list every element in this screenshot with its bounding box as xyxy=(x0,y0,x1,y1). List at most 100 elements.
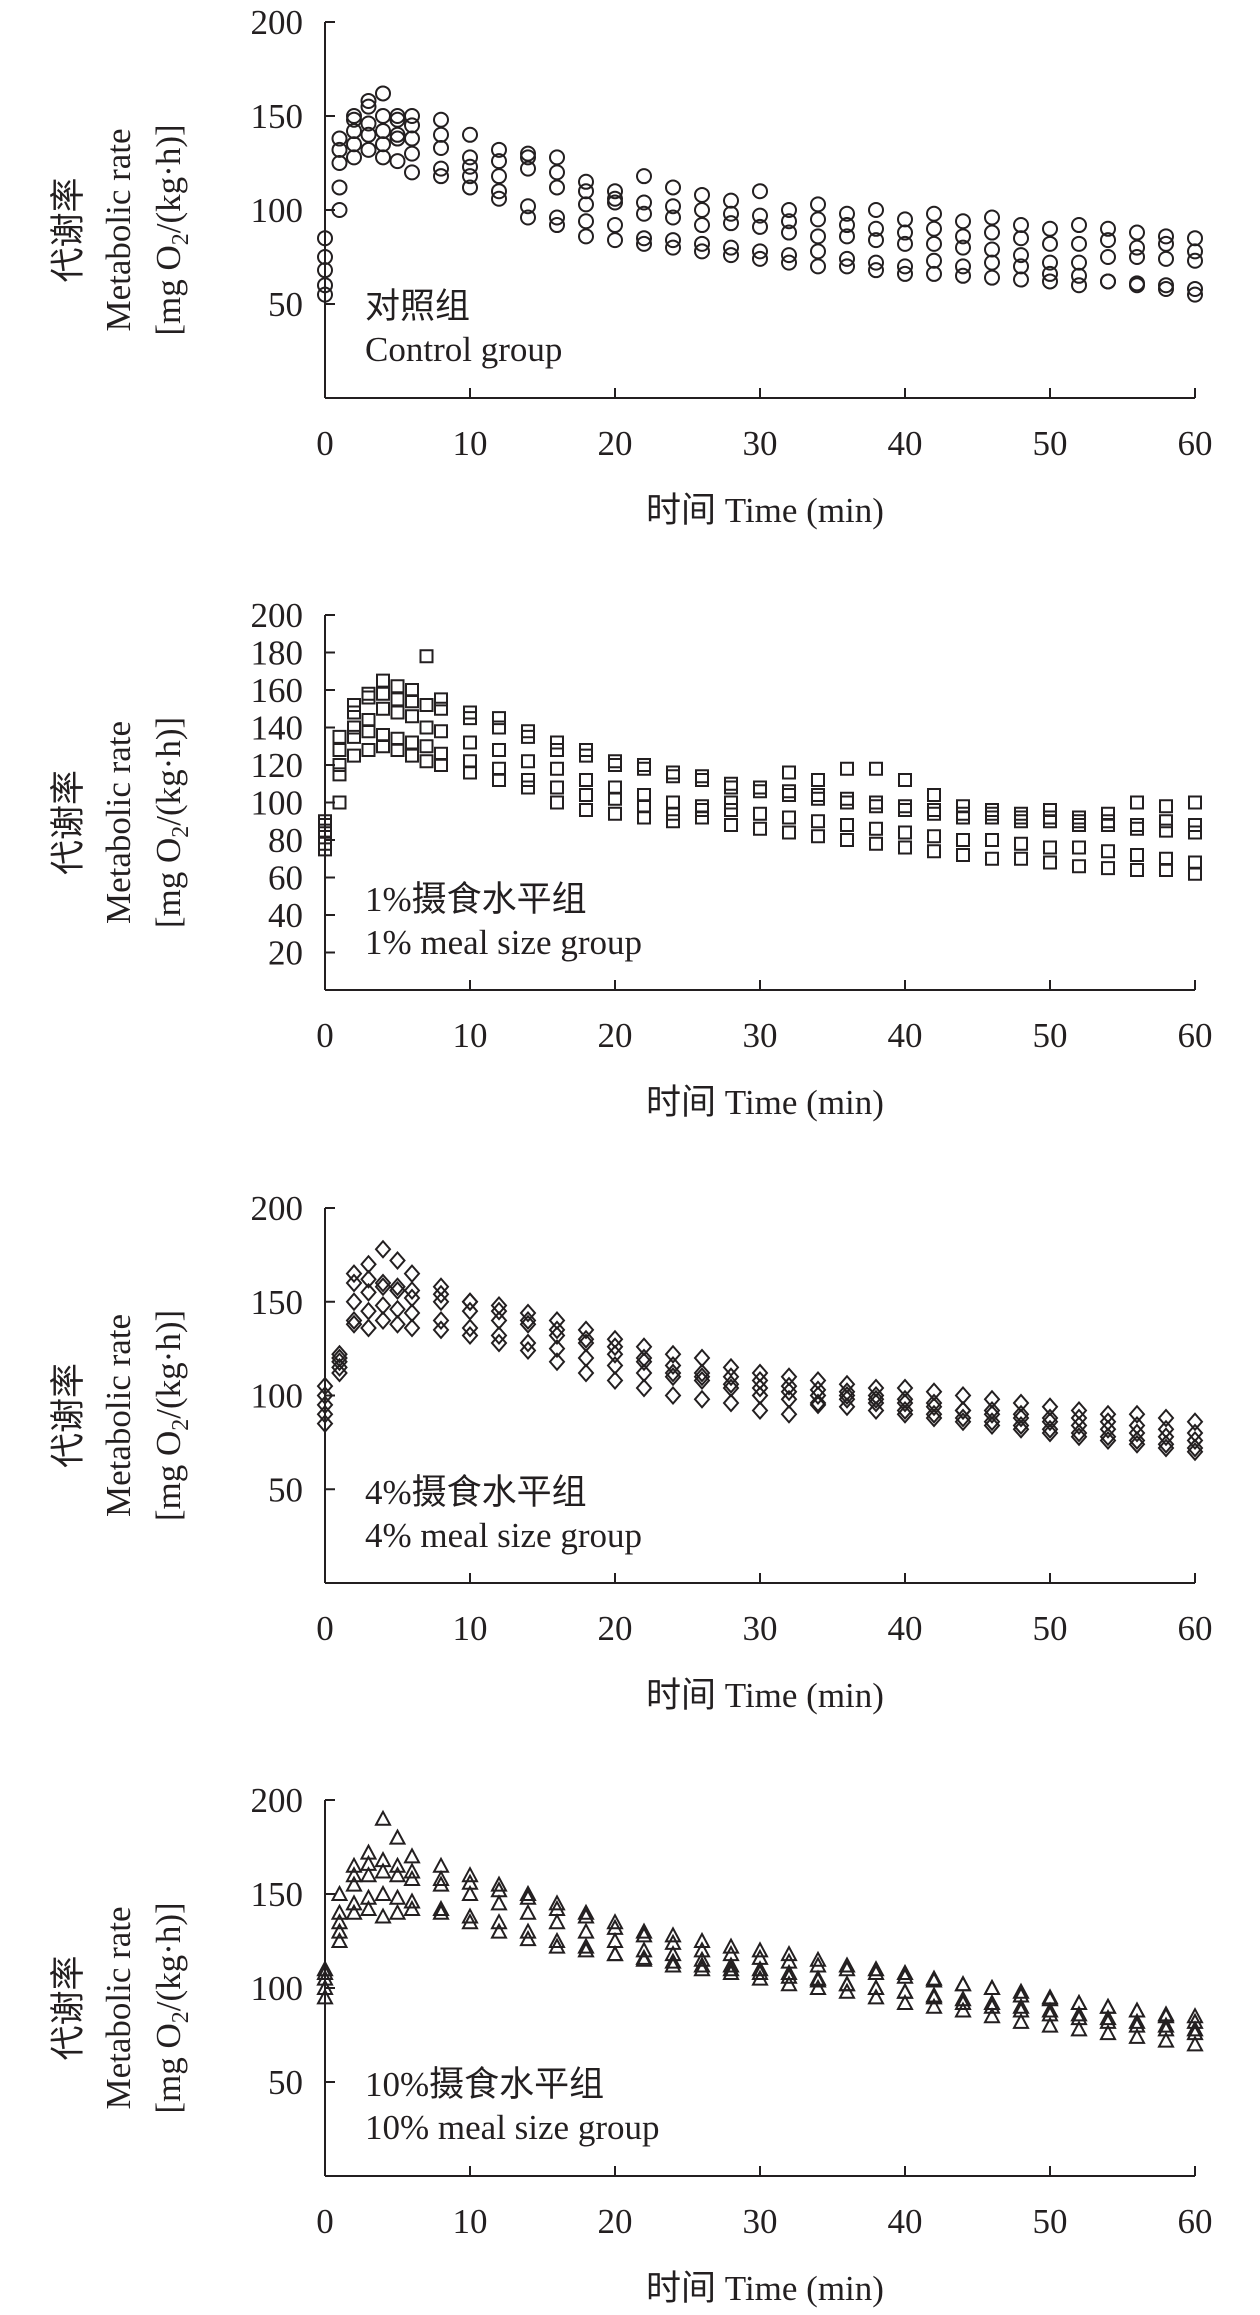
y-tick-label: 200 xyxy=(251,1189,304,1228)
square-marker xyxy=(724,776,738,791)
y-axis-title-cn: 代谢率 xyxy=(49,177,88,282)
triangle-marker xyxy=(374,1862,392,1879)
square-marker xyxy=(1159,851,1173,866)
diamond-marker xyxy=(780,1404,798,1424)
triangle-marker xyxy=(954,1975,972,1992)
diamond-marker xyxy=(1099,1430,1117,1451)
square-marker xyxy=(1188,866,1202,881)
circle-marker xyxy=(578,173,594,190)
square-marker xyxy=(419,698,434,712)
circle-marker xyxy=(317,277,333,294)
square-marker xyxy=(1072,810,1086,825)
circle-marker xyxy=(723,192,739,209)
diamond-marker xyxy=(635,1337,653,1357)
diamond-marker xyxy=(345,1264,363,1284)
circle-marker xyxy=(752,183,768,200)
square-marker xyxy=(666,769,680,784)
circle-marker xyxy=(1129,249,1145,265)
triangle-marker xyxy=(432,1899,450,1917)
diamond-marker xyxy=(345,1310,363,1331)
diamond-marker xyxy=(664,1385,682,1406)
circle-marker xyxy=(926,252,942,269)
circle-marker xyxy=(839,228,855,245)
triangle-marker xyxy=(809,1971,827,1988)
triangle-marker xyxy=(722,1956,740,1973)
diamond-marker xyxy=(1012,1393,1030,1413)
square-marker xyxy=(405,748,419,763)
diamond-marker xyxy=(1041,1423,1059,1443)
diamond-marker xyxy=(606,1344,624,1364)
y-axis-unit: [mg O2/(kg·h)] xyxy=(149,1902,194,2113)
circle-marker xyxy=(389,111,406,128)
triangle-marker xyxy=(316,1963,334,1980)
diamond-marker xyxy=(519,1303,537,1323)
circle-marker xyxy=(839,258,855,275)
square-marker xyxy=(869,836,883,851)
data-series xyxy=(316,1310,1204,1458)
diamond-marker xyxy=(664,1367,682,1387)
circle-marker xyxy=(955,228,971,245)
y-axis-unit-post: /(kg·h)] xyxy=(149,124,188,233)
data-series xyxy=(317,141,1203,297)
square-marker xyxy=(1072,859,1086,874)
circle-marker xyxy=(404,117,420,134)
triangle-marker xyxy=(1070,2005,1088,2022)
diamond-marker xyxy=(1186,1438,1204,1458)
diamond-marker xyxy=(1012,1408,1030,1428)
diamond-marker xyxy=(490,1325,508,1346)
circle-marker xyxy=(360,141,377,158)
square-marker xyxy=(840,795,854,810)
circle-marker xyxy=(1042,273,1058,290)
square-marker xyxy=(419,739,434,754)
circle-marker xyxy=(607,217,623,234)
diamond-marker xyxy=(809,1370,827,1391)
triangle-marker xyxy=(1041,2001,1059,2018)
triangle-marker xyxy=(606,1918,624,1935)
triangle-marker xyxy=(693,1960,711,1977)
triangle-marker xyxy=(490,1875,508,1892)
diamond-marker xyxy=(1041,1397,1059,1417)
triangle-marker xyxy=(359,1854,378,1871)
circle-marker xyxy=(636,168,652,185)
diamond-marker xyxy=(461,1318,479,1338)
diamond-marker xyxy=(1012,1419,1030,1439)
triangle-marker xyxy=(751,1963,769,1980)
circle-marker xyxy=(1071,235,1087,252)
diamond-marker xyxy=(519,1314,537,1334)
square-marker xyxy=(1101,814,1115,829)
circle-marker xyxy=(897,258,913,275)
diamond-marker xyxy=(316,1376,334,1396)
square-marker xyxy=(782,784,796,799)
square-marker xyxy=(521,729,535,744)
diamond-marker xyxy=(664,1344,682,1364)
diamond-marker xyxy=(780,1367,798,1387)
triangle-marker xyxy=(751,1941,769,1958)
diamond-marker xyxy=(1012,1415,1030,1436)
square-marker xyxy=(869,795,883,810)
triangle-marker xyxy=(809,1950,827,1967)
triangle-marker xyxy=(838,1982,856,1999)
triangle-marker xyxy=(374,1907,392,1924)
square-marker xyxy=(1130,818,1144,832)
square-marker xyxy=(869,761,883,776)
circle-marker xyxy=(331,141,348,158)
diamond-marker xyxy=(548,1352,566,1372)
triangle-marker xyxy=(490,1894,508,1911)
circle-marker xyxy=(549,217,565,234)
square-marker xyxy=(782,825,796,840)
square-marker xyxy=(1101,818,1115,832)
circle-marker xyxy=(926,205,942,222)
diamond-marker xyxy=(1099,1404,1117,1424)
diamond-marker xyxy=(1128,1404,1146,1424)
diamond-marker xyxy=(577,1363,595,1383)
diamond-marker xyxy=(519,1310,537,1331)
triangle-marker xyxy=(374,1809,392,1826)
diamond-marker xyxy=(1041,1412,1059,1432)
circle-marker xyxy=(636,230,652,247)
square-marker xyxy=(695,773,709,787)
x-tick-label: 50 xyxy=(1033,424,1068,463)
y-tick-label: 50 xyxy=(268,285,303,324)
square-marker xyxy=(347,698,361,712)
circle-marker xyxy=(607,190,623,207)
triangle-marker xyxy=(983,1978,1001,1995)
